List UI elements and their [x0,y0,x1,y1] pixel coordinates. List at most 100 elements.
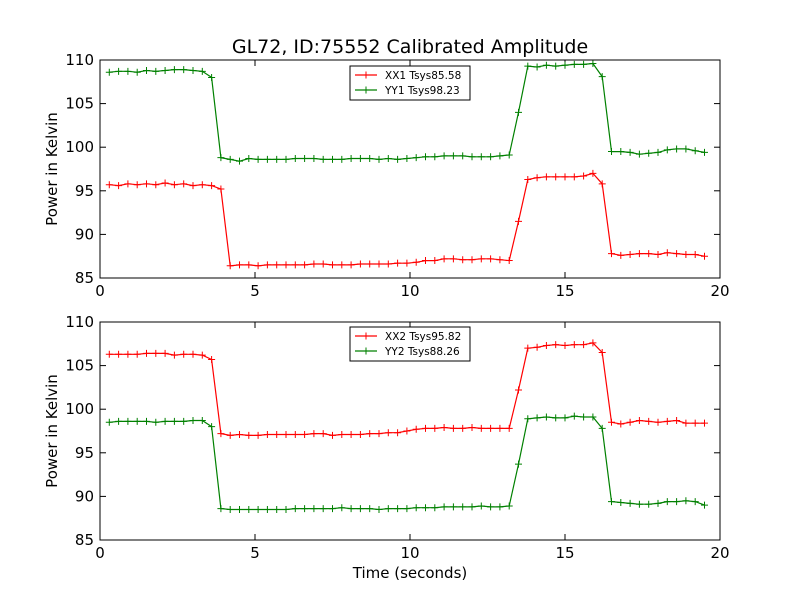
data-point-marker [524,344,532,352]
data-point-marker [124,350,132,358]
data-point-marker [589,59,597,67]
data-point-marker [133,417,141,425]
data-point-marker [329,155,336,163]
y-axis-label: Power in Kelvin [43,374,61,488]
data-point-marker [524,415,532,423]
data-point-marker [338,504,346,512]
data-point-marker [394,429,402,437]
data-point-marker [449,152,457,160]
data-point-marker [282,261,290,269]
data-point-marker [133,350,141,358]
data-point-marker [124,180,132,188]
data-point-marker [282,430,290,438]
data-point-marker [422,257,429,265]
data-point-marker [291,155,299,163]
x-tick-label: 0 [95,282,105,300]
data-point-marker [589,339,597,347]
legend-box [349,65,471,101]
data-point-marker [431,153,439,161]
data-point-marker [422,153,429,161]
data-point-marker [236,505,243,513]
data-point-marker [208,182,216,190]
x-tick-label: 15 [555,544,574,562]
data-point-marker [663,498,671,506]
data-point-marker [552,414,560,422]
data-point-marker [403,259,411,267]
legend-swatch-marker [362,332,370,340]
data-point-marker [645,500,653,508]
data-point-marker [152,67,160,75]
data-point-marker [487,424,495,432]
data-point-marker [217,154,225,162]
data-point-marker [682,497,690,505]
x-tick-label: 5 [250,282,260,300]
data-point-marker [617,420,625,428]
data-point-marker [208,355,216,363]
legend-swatch-marker [362,86,370,94]
data-point-marker [105,350,113,358]
y-tick-label: 105 [65,95,94,113]
data-point-marker [236,430,243,438]
x-axis-label: Time (seconds) [352,564,468,582]
data-point-marker [180,180,188,188]
data-point-marker [691,498,699,506]
data-point-marker [589,413,597,421]
plot-panel-bottom: 0 5 10 15 20 85 90 95 100 105 110 Power in Kelvin XX… [43,313,730,562]
data-point-marker [245,505,253,513]
data-point-marker [208,73,216,81]
data-point-marker [310,505,318,513]
data-point-marker [198,67,206,75]
data-point-marker [635,500,643,508]
data-point-marker [701,419,708,427]
data-point-marker [143,349,150,357]
data-point-marker [356,505,364,513]
chart-title: GL72, ID:75552 Calibrated Amplitude [232,36,588,58]
data-point-marker [645,250,653,258]
data-point-marker [645,149,653,157]
data-point-marker [617,251,625,259]
data-point-marker [356,155,364,163]
data-point-marker [552,62,560,70]
data-point-marker [384,155,392,163]
data-point-marker [394,155,402,163]
y-tick-label: 100 [65,400,94,418]
data-point-marker [626,148,634,156]
data-point-marker [561,173,569,181]
data-point-marker [626,499,634,507]
data-point-marker [143,417,150,425]
data-point-marker [422,424,429,432]
data-point-marker [338,261,346,269]
y-tick-label: 90 [75,487,94,505]
data-point-marker [459,503,467,511]
data-point-marker [347,505,355,513]
data-point-marker [394,259,402,267]
data-point-marker [198,181,206,189]
data-point-marker [170,66,178,74]
data-point-marker [282,155,290,163]
data-point-marker [329,505,336,513]
data-point-marker [133,68,141,76]
data-point-marker [254,505,262,513]
data-point-marker [515,108,522,116]
data-point-marker [533,414,541,422]
data-point-marker [105,181,113,189]
data-point-marker [263,430,271,438]
data-point-marker [347,155,355,163]
data-point-marker [198,351,206,359]
data-point-marker [515,460,522,468]
data-point-marker [449,255,457,263]
data-point-marker [226,505,234,513]
data-point-marker [115,350,123,358]
data-point-marker [626,418,634,426]
data-point-marker [477,153,485,161]
data-point-marker [459,152,467,160]
data-point-marker [161,349,169,357]
data-point-marker [310,155,318,163]
data-point-marker [598,424,606,432]
data-point-marker [505,257,513,265]
data-point-marker [608,250,615,258]
data-point-marker [645,417,653,425]
data-point-marker [170,417,178,425]
data-point-marker [208,423,216,431]
data-point-marker [124,67,132,75]
